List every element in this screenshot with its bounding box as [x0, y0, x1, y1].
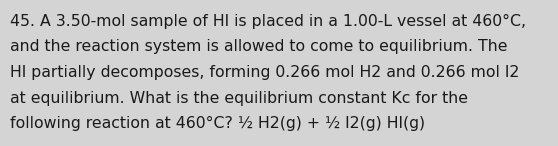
Text: and the reaction system is allowed to come to equilibrium. The: and the reaction system is allowed to co… [10, 40, 507, 54]
Text: 45. A 3.50-mol sample of HI is placed in a 1.00-L vessel at 460°C,: 45. A 3.50-mol sample of HI is placed in… [10, 14, 526, 29]
Text: HI partially decomposes, forming 0.266 mol H2 and 0.266 mol I2: HI partially decomposes, forming 0.266 m… [10, 65, 519, 80]
Text: at equilibrium. What is the equilibrium constant Kc for the: at equilibrium. What is the equilibrium … [10, 91, 468, 106]
Text: following reaction at 460°C? ½ H2(g) + ½ I2(g) HI(g): following reaction at 460°C? ½ H2(g) + ½… [10, 116, 425, 131]
